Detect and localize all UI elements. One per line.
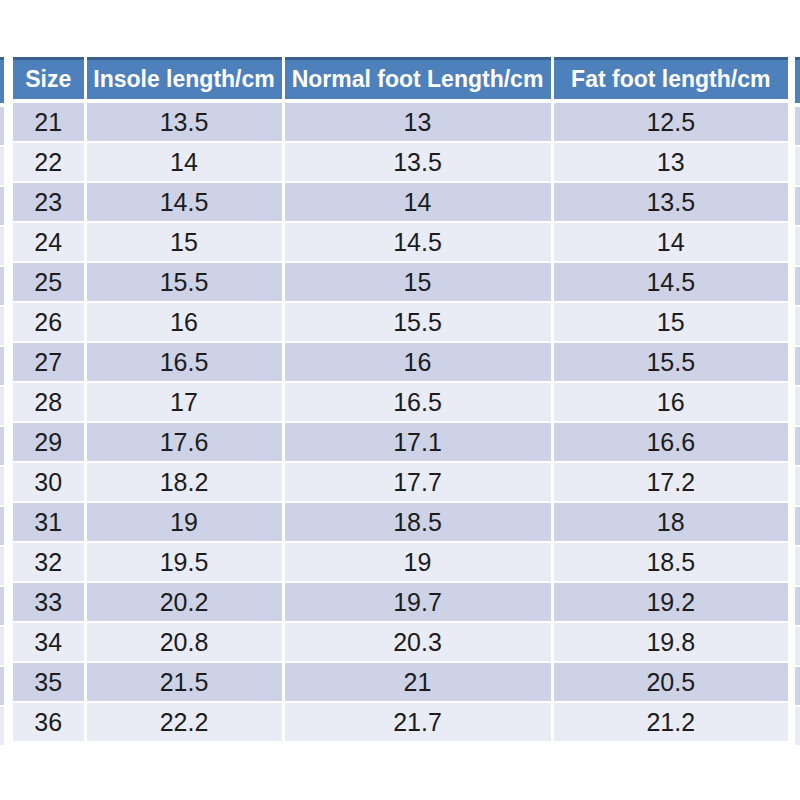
- cell-insole: 16.5: [85, 342, 283, 382]
- cell-size: 33: [13, 582, 85, 622]
- cell-normal-foot: 18.5: [283, 502, 552, 542]
- cell-fat-foot: 19.8: [552, 622, 788, 662]
- table-row: 28 17 16.5 16: [13, 382, 788, 422]
- cell-insole: 15.5: [85, 262, 283, 302]
- cell-size: 26: [13, 302, 85, 342]
- cell-insole: 21.5: [85, 662, 283, 702]
- cell-size: 24: [13, 222, 85, 262]
- table-row: 36 22.2 21.7 21.2: [13, 702, 788, 742]
- cell-size: 22: [13, 142, 85, 182]
- cell-fat-foot: 18.5: [552, 542, 788, 582]
- cell-size: 29: [13, 422, 85, 462]
- table-edge-sliver-right: [795, 57, 800, 747]
- cell-normal-foot: 21.7: [283, 702, 552, 742]
- cell-size: 36: [13, 702, 85, 742]
- cell-fat-foot: 14.5: [552, 262, 788, 302]
- cell-normal-foot: 19.7: [283, 582, 552, 622]
- table-row: 33 20.2 19.7 19.2: [13, 582, 788, 622]
- cell-insole: 13.5: [85, 101, 283, 142]
- cell-fat-foot: 17.2: [552, 462, 788, 502]
- cell-fat-foot: 15.5: [552, 342, 788, 382]
- table-edge-sliver-left-rows: [0, 107, 4, 747]
- cell-size: 32: [13, 542, 85, 582]
- table-edge-sliver-right-rows: [795, 107, 800, 747]
- cell-size: 28: [13, 382, 85, 422]
- column-header-fat-foot-length: Fat foot length/cm: [552, 59, 788, 102]
- cell-insole: 18.2: [85, 462, 283, 502]
- table-row: 21 13.5 13 12.5: [13, 101, 788, 142]
- cell-normal-foot: 15.5: [283, 302, 552, 342]
- size-chart-table: Size Insole length/cm Normal foot Length…: [13, 57, 788, 743]
- cell-fat-foot: 15: [552, 302, 788, 342]
- table-row: 30 18.2 17.7 17.2: [13, 462, 788, 502]
- cell-normal-foot: 14: [283, 182, 552, 222]
- cell-normal-foot: 21: [283, 662, 552, 702]
- cell-fat-foot: 20.5: [552, 662, 788, 702]
- column-header-insole-length: Insole length/cm: [85, 59, 283, 102]
- cell-normal-foot: 13.5: [283, 142, 552, 182]
- cell-fat-foot: 13.5: [552, 182, 788, 222]
- cell-normal-foot: 14.5: [283, 222, 552, 262]
- cell-fat-foot: 14: [552, 222, 788, 262]
- table-edge-sliver-right-header: [795, 57, 800, 107]
- column-header-size: Size: [13, 59, 85, 102]
- size-chart-container: Size Insole length/cm Normal foot Length…: [13, 57, 788, 743]
- table-row: 27 16.5 16 15.5: [13, 342, 788, 382]
- cell-insole: 14: [85, 142, 283, 182]
- cell-normal-foot: 19: [283, 542, 552, 582]
- column-header-normal-foot-length: Normal foot Length/cm: [283, 59, 552, 102]
- table-row: 24 15 14.5 14: [13, 222, 788, 262]
- table-row: 34 20.8 20.3 19.8: [13, 622, 788, 662]
- cell-insole: 16: [85, 302, 283, 342]
- table-row: 25 15.5 15 14.5: [13, 262, 788, 302]
- table-row: 35 21.5 21 20.5: [13, 662, 788, 702]
- cell-insole: 19: [85, 502, 283, 542]
- cell-normal-foot: 20.3: [283, 622, 552, 662]
- cell-size: 21: [13, 101, 85, 142]
- cell-insole: 19.5: [85, 542, 283, 582]
- cell-insole: 14.5: [85, 182, 283, 222]
- size-chart-page: Size Insole length/cm Normal foot Length…: [0, 0, 800, 800]
- cell-normal-foot: 13: [283, 101, 552, 142]
- table-row: 31 19 18.5 18: [13, 502, 788, 542]
- table-row: 22 14 13.5 13: [13, 142, 788, 182]
- table-edge-sliver-left-header: [0, 57, 4, 107]
- cell-insole: 15: [85, 222, 283, 262]
- cell-insole: 22.2: [85, 702, 283, 742]
- table-row: 29 17.6 17.1 16.6: [13, 422, 788, 462]
- cell-normal-foot: 16: [283, 342, 552, 382]
- cell-size: 30: [13, 462, 85, 502]
- cell-fat-foot: 19.2: [552, 582, 788, 622]
- cell-size: 25: [13, 262, 85, 302]
- cell-size: 31: [13, 502, 85, 542]
- table-body: 21 13.5 13 12.5 22 14 13.5 13 23 14.5 14…: [13, 101, 788, 742]
- cell-size: 34: [13, 622, 85, 662]
- cell-normal-foot: 15: [283, 262, 552, 302]
- table-row: 32 19.5 19 18.5: [13, 542, 788, 582]
- cell-normal-foot: 17.1: [283, 422, 552, 462]
- cell-insole: 17: [85, 382, 283, 422]
- table-header-row: Size Insole length/cm Normal foot Length…: [13, 59, 788, 102]
- cell-fat-foot: 12.5: [552, 101, 788, 142]
- cell-insole: 20.8: [85, 622, 283, 662]
- cell-fat-foot: 16.6: [552, 422, 788, 462]
- cell-size: 23: [13, 182, 85, 222]
- cell-fat-foot: 13: [552, 142, 788, 182]
- cell-size: 27: [13, 342, 85, 382]
- cell-normal-foot: 16.5: [283, 382, 552, 422]
- cell-normal-foot: 17.7: [283, 462, 552, 502]
- cell-insole: 17.6: [85, 422, 283, 462]
- table-row: 26 16 15.5 15: [13, 302, 788, 342]
- table-row: 23 14.5 14 13.5: [13, 182, 788, 222]
- cell-fat-foot: 16: [552, 382, 788, 422]
- cell-size: 35: [13, 662, 85, 702]
- cell-fat-foot: 18: [552, 502, 788, 542]
- table-edge-sliver-left: [0, 57, 4, 747]
- cell-fat-foot: 21.2: [552, 702, 788, 742]
- cell-insole: 20.2: [85, 582, 283, 622]
